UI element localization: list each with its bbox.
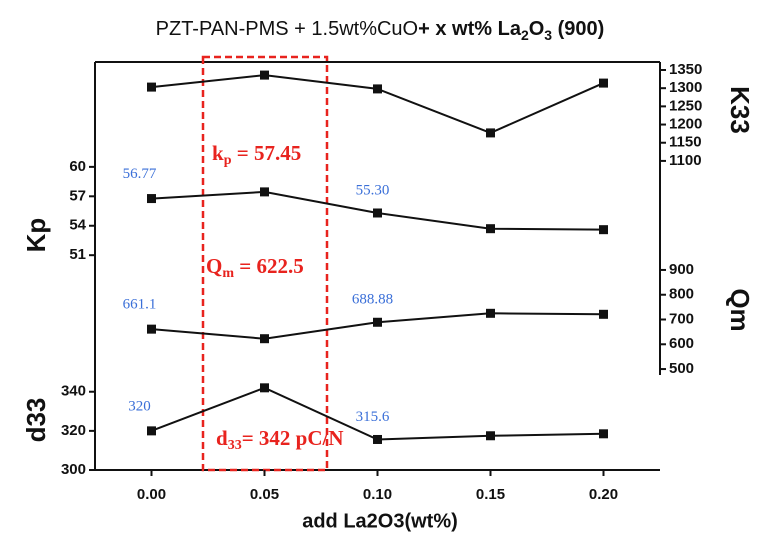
annotation-part: k bbox=[212, 141, 224, 165]
y-tick-label: 700 bbox=[669, 310, 694, 327]
y-tick-label: 1300 bbox=[669, 79, 702, 96]
y-axis-label: K33 bbox=[725, 86, 755, 134]
x-axis-label: add La2O3(wt%) bbox=[302, 510, 458, 532]
annotation-part: Q bbox=[206, 254, 222, 278]
data-point bbox=[486, 308, 495, 318]
annotation-part: p bbox=[224, 153, 232, 168]
data-point bbox=[147, 426, 156, 436]
title-part: O bbox=[529, 18, 545, 40]
annotation-part: = 57.45 bbox=[231, 141, 301, 165]
data-label: 688.88 bbox=[352, 292, 393, 308]
data-point bbox=[373, 84, 382, 94]
y-axis-label: d33 bbox=[21, 398, 51, 443]
data-label: 55.30 bbox=[356, 182, 390, 198]
y-tick-label: 800 bbox=[669, 286, 694, 303]
data-point bbox=[599, 78, 608, 88]
title-part: (900) bbox=[552, 18, 604, 40]
data-point bbox=[147, 194, 156, 204]
y-tick-label: 51 bbox=[69, 246, 86, 263]
annotation-part: d bbox=[216, 426, 228, 450]
data-point bbox=[373, 317, 382, 327]
annotation: d33= 342 pC/N bbox=[216, 426, 344, 453]
data-label: 661.1 bbox=[123, 297, 157, 313]
y-axis-label: Qm bbox=[725, 288, 755, 331]
title-part: PZT-PAN-PMS + 1.5wt%CuO bbox=[156, 18, 418, 40]
data-point bbox=[373, 434, 382, 444]
title-part: + x wt% La bbox=[418, 18, 522, 40]
y-axis-label: Kp bbox=[21, 218, 51, 253]
x-tick-label: 0.05 bbox=[250, 486, 279, 503]
title-part: 3 bbox=[544, 27, 552, 43]
y-tick-label: 54 bbox=[69, 217, 86, 234]
y-tick-label: 600 bbox=[669, 335, 694, 352]
data-point bbox=[260, 383, 269, 393]
data-label: 320 bbox=[128, 398, 151, 414]
y-tick-label: 340 bbox=[61, 383, 86, 400]
y-tick-label: 1100 bbox=[669, 152, 702, 169]
data-point bbox=[486, 431, 495, 441]
data-point bbox=[260, 187, 269, 197]
data-point bbox=[147, 324, 156, 334]
data-label: 315.6 bbox=[356, 409, 390, 425]
y-tick-label: 500 bbox=[669, 360, 694, 377]
annotation: Qm = 622.5 bbox=[206, 254, 304, 281]
data-point bbox=[486, 128, 495, 138]
series-line bbox=[151, 74, 604, 134]
data-point bbox=[486, 224, 495, 234]
title-part: 2 bbox=[521, 27, 529, 43]
data-label: 56.77 bbox=[123, 166, 157, 182]
annotation-part: = 622.5 bbox=[234, 254, 304, 278]
x-tick-label: 0.15 bbox=[476, 486, 505, 503]
data-point bbox=[260, 334, 269, 344]
annotation-part: = 342 pC/N bbox=[242, 426, 344, 450]
data-point bbox=[260, 70, 269, 80]
y-tick-label: 300 bbox=[61, 461, 86, 478]
x-tick-label: 0.20 bbox=[589, 486, 618, 503]
y-tick-label: 1200 bbox=[669, 116, 702, 133]
y-tick-label: 320 bbox=[61, 422, 86, 439]
y-tick-label: 1150 bbox=[669, 134, 702, 151]
data-point bbox=[599, 429, 608, 439]
x-tick-label: 0.10 bbox=[363, 486, 392, 503]
annotation-part: m bbox=[222, 266, 234, 281]
y-tick-label: 1250 bbox=[669, 97, 702, 114]
y-tick-label: 57 bbox=[69, 187, 86, 204]
y-tick-label: 900 bbox=[669, 261, 694, 278]
data-point bbox=[373, 208, 382, 218]
chart-title: PZT-PAN-PMS + 1.5wt%CuO+ x wt% La2O3 (90… bbox=[156, 18, 605, 42]
data-point bbox=[599, 309, 608, 319]
y-tick-label: 1350 bbox=[669, 61, 702, 78]
x-tick-label: 0.00 bbox=[137, 486, 166, 503]
data-point bbox=[147, 82, 156, 92]
annotation-part: 33 bbox=[228, 438, 242, 453]
annotation: kp = 57.45 bbox=[212, 141, 301, 168]
y-tick-label: 60 bbox=[69, 158, 86, 175]
data-point bbox=[599, 225, 608, 235]
